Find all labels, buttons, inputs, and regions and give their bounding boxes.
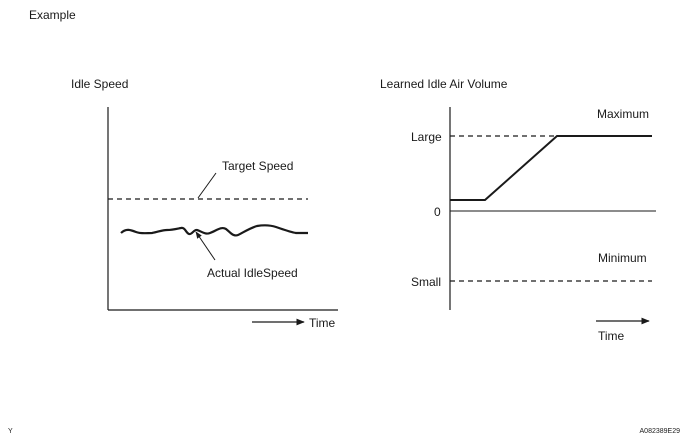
page-heading: Example (29, 8, 76, 22)
learned-idle-air-volume-chart: Learned Idle Air Volume Maximum Large 0 … (380, 77, 656, 343)
learned-air-volume-curve (450, 135, 652, 201)
idle-speed-title: Idle Speed (71, 77, 128, 91)
target-speed-label: Target Speed (222, 159, 293, 173)
actual-idle-speed-curve (120, 224, 308, 237)
learned-idle-air-volume-title: Learned Idle Air Volume (380, 77, 508, 91)
footer-left-mark: Y (8, 428, 13, 435)
idle-speed-chart: Idle Speed Target Speed Actual IdleSpeed… (71, 77, 338, 330)
minimum-label: Minimum (598, 251, 647, 265)
target-speed-leader (197, 172, 217, 199)
actual-idle-speed-label: Actual IdleSpeed (207, 266, 298, 280)
right-time-label: Time (598, 329, 625, 343)
left-time-label: Time (309, 316, 336, 330)
small-label: Small (411, 275, 441, 289)
maximum-label: Maximum (597, 107, 649, 121)
actual-speed-leader (195, 231, 216, 261)
figure-code: A082389E29 (640, 428, 681, 435)
large-label: Large (411, 130, 442, 144)
zero-label: 0 (434, 205, 441, 219)
